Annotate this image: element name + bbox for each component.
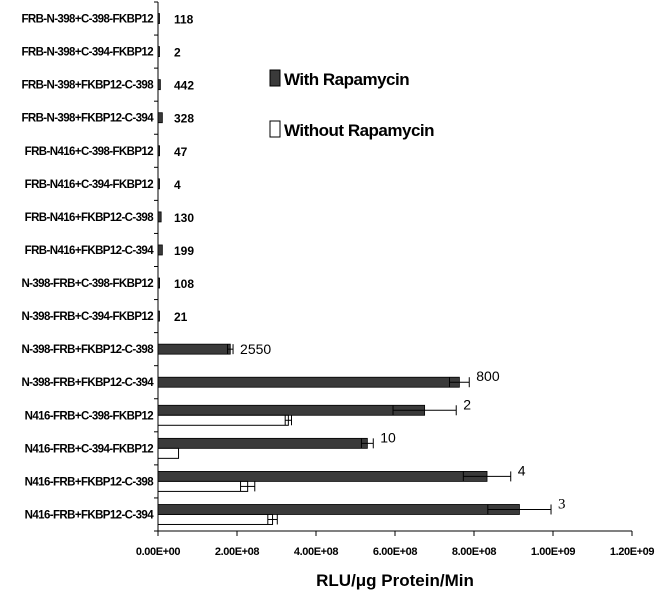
category-label: FRB-N-398+C-394-FKBP12: [21, 47, 153, 59]
bar-with-rapamycin: [157, 310, 160, 322]
ratio-label: 442: [174, 79, 194, 93]
ratio-label: 47: [174, 145, 188, 159]
category-label: FRB-N-398+C-398-FKBP12: [21, 14, 153, 26]
ratio-label: 328: [174, 112, 194, 126]
x-tick-label: 6.00E+08: [373, 546, 417, 558]
bar-with-rapamycin: [157, 13, 160, 24]
ratio-label: 3: [558, 496, 566, 512]
legend: With Rapamycin Without Rapamycin: [269, 69, 435, 140]
bar-with-rapamycin: [157, 404, 426, 416]
legend-label-with-rapamycin: With Rapamycin: [284, 70, 409, 89]
x-tick-label: 8.00E+08: [452, 546, 496, 558]
bar-with-rapamycin: [157, 79, 161, 91]
legend-swatch-without-rapamycin: [269, 120, 281, 138]
ratio-label: 10: [380, 429, 396, 445]
x-axis-title: RLU/μg Protein/Min: [316, 571, 474, 590]
x-tick-label: 1.00E+09: [531, 546, 575, 558]
x-tick-label: 1.20E+09: [610, 546, 654, 558]
bar-with-rapamycin: [157, 504, 520, 515]
category-label: N-398-FRB+C-394-FKBP12: [21, 311, 153, 323]
plot-area: 0.00E+00 2.00E+08 4.00E+08 6.00E+08 8.00E+08…: [21, 1, 655, 558]
category-label: N-398-FRB+C-398-FKBP12: [21, 278, 153, 290]
category-label: N416-FRB+FKBP12-C-398: [25, 476, 155, 488]
bar-with-rapamycin: [157, 112, 163, 124]
ratio-label: 130: [174, 211, 194, 225]
legend-label-without-rapamycin: Without Rapamycin: [284, 121, 434, 140]
category-label: FRB-N416+FKBP12-C-398: [25, 212, 155, 224]
bar-with-rapamycin: [157, 471, 488, 482]
bar-without-rapamycin: [157, 447, 180, 459]
legend-swatch-with-rapamycin: [269, 69, 281, 87]
bar-with-rapamycin: [157, 277, 160, 289]
bar-without-rapamycin: [157, 513, 274, 525]
x-tick-label: 0.00E+00: [136, 546, 180, 558]
ratio-label: 2: [174, 46, 181, 60]
category-label: N416-FRB+C-394-FKBP12: [25, 443, 154, 455]
ratio-label: 800: [476, 368, 500, 384]
ratio-label: 2: [463, 396, 471, 412]
category-label: FRB-N-398+FKBP12-C-394: [21, 113, 154, 125]
bar-with-rapamycin: [157, 244, 163, 256]
bar-with-rapamycin: [157, 145, 160, 157]
ratio-label: 108: [174, 277, 194, 291]
category-label: FRB-N416+C-394-FKBP12: [25, 179, 154, 191]
ratio-label: 2550: [240, 341, 271, 357]
ratio-label: 199: [174, 244, 194, 258]
category-label: N-398-FRB+FKBP12-C-394: [21, 377, 154, 389]
bar-with-rapamycin: [157, 211, 162, 223]
ratio-label: 4: [518, 462, 526, 478]
category-label: N-398-FRB+FKBP12-C-398: [21, 344, 154, 356]
bar-with-rapamycin: [157, 46, 160, 57]
x-tick-label: 2.00E+08: [215, 546, 259, 558]
category-label: FRB-N416+FKBP12-C-394: [25, 245, 155, 257]
category-label: N416-FRB+C-398-FKBP12: [25, 410, 154, 422]
category-label: FRB-N-398+FKBP12-C-398: [21, 80, 154, 92]
ratio-label: 21: [174, 310, 188, 324]
bar-without-rapamycin: [157, 414, 289, 426]
bar-with-rapamycin: [157, 376, 460, 388]
bar-with-rapamycin: [157, 437, 368, 449]
ratio-label: 4: [174, 178, 181, 192]
ratio-label: 118: [174, 13, 194, 27]
bar-with-rapamycin: [157, 343, 231, 355]
category-label: N416-FRB+FKBP12-C-394: [25, 509, 155, 521]
category-label: FRB-N416+C-398-FKBP12: [25, 146, 154, 158]
bar-without-rapamycin: [157, 480, 249, 492]
bar-with-rapamycin: [157, 178, 160, 190]
x-tick-label: 4.00E+08: [294, 546, 338, 558]
